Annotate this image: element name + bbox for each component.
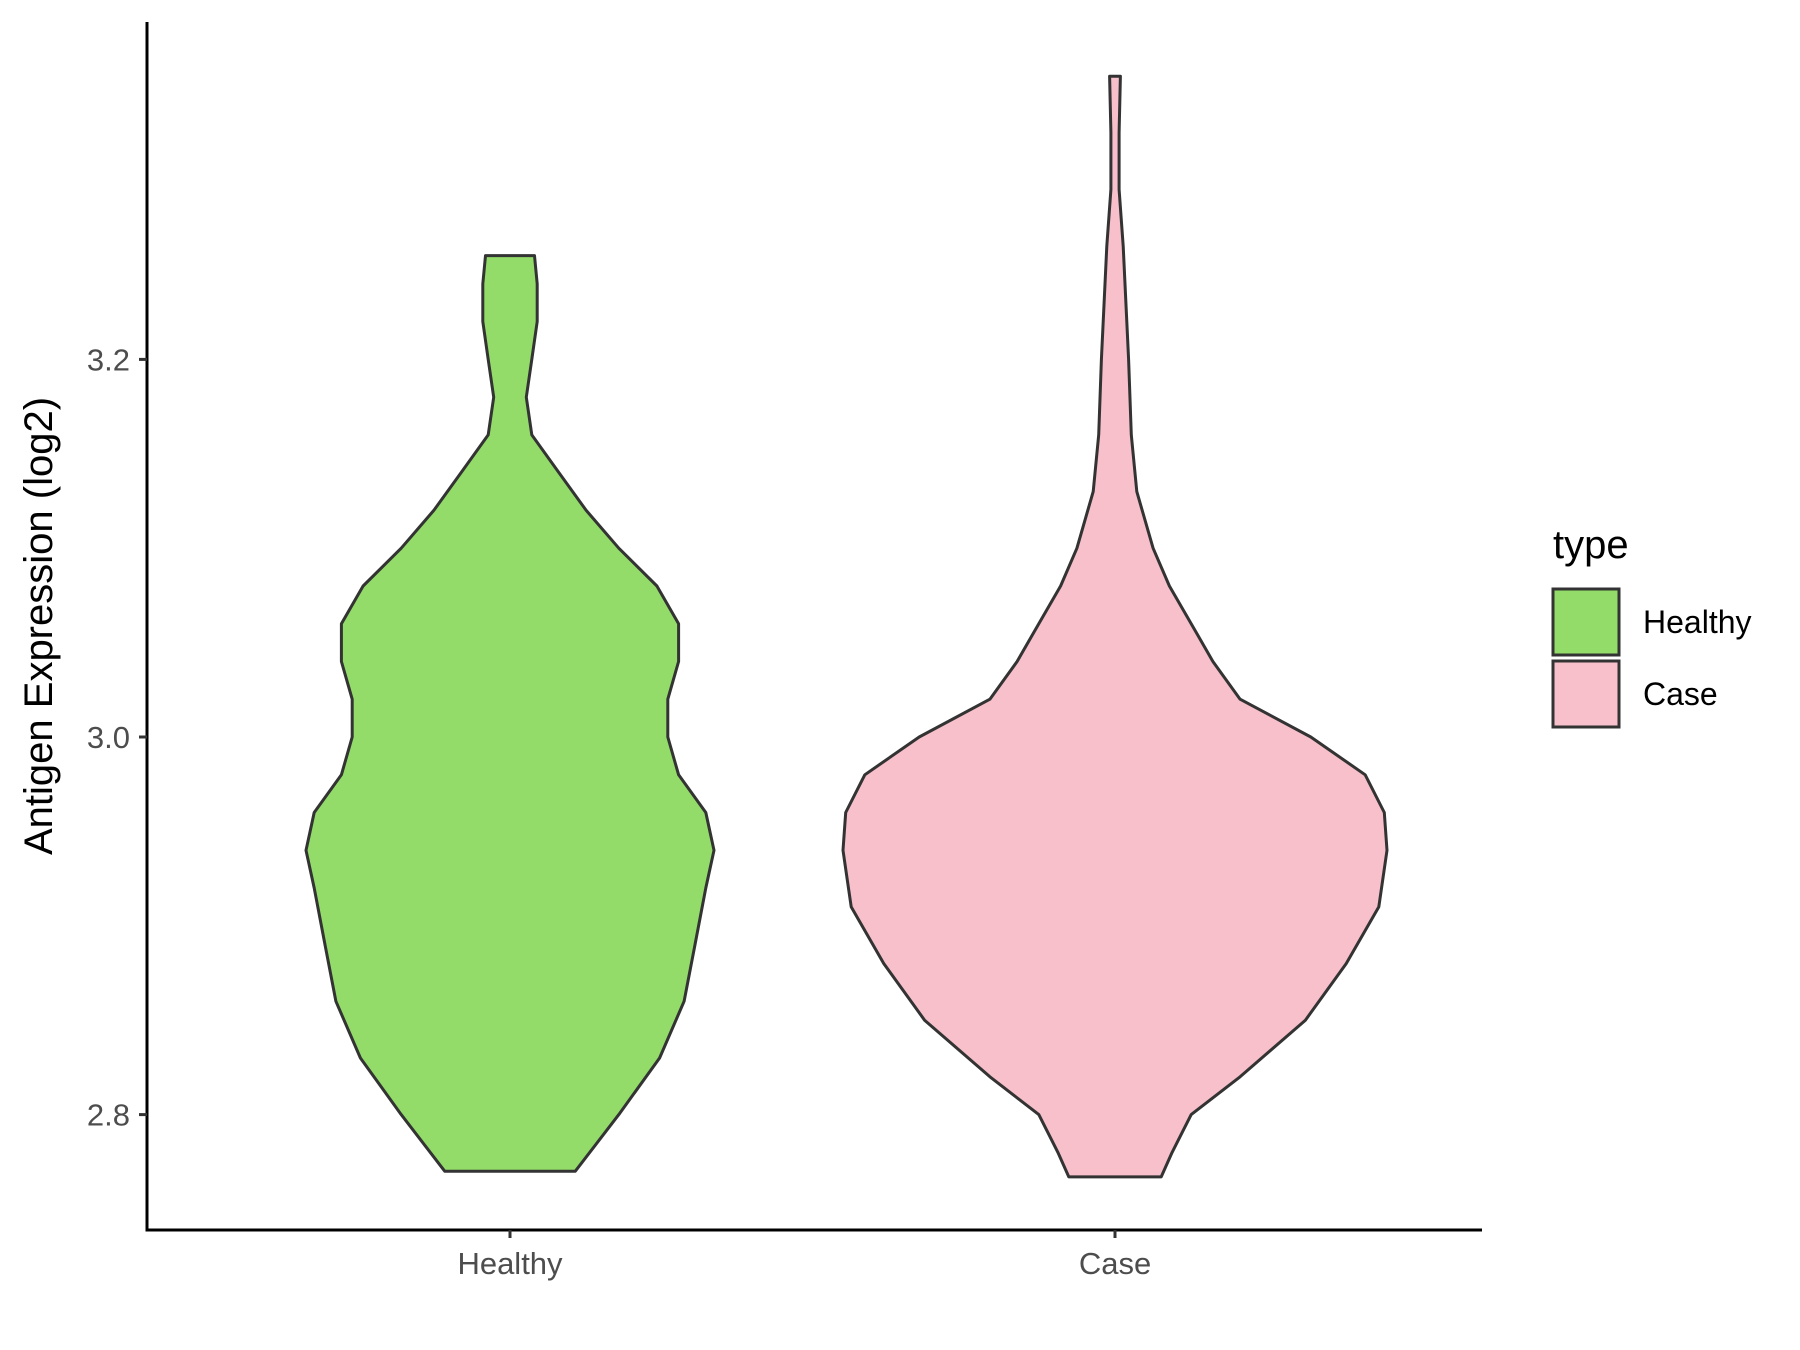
- violin-healthy: [304, 254, 716, 1173]
- y-axis-title: Antigen Expression (log2): [17, 397, 61, 855]
- y-tick-label: 3.0: [87, 720, 130, 755]
- y-axis-ticks: 2.8 3.0 3.2: [87, 342, 147, 1133]
- y-tick-label: 2.8: [87, 1098, 130, 1133]
- y-tick-label: 3.2: [87, 342, 130, 377]
- x-tick-label-healthy: Healthy: [457, 1246, 563, 1281]
- x-tick-label-case: Case: [1079, 1246, 1151, 1281]
- violin-case: [841, 74, 1389, 1179]
- legend: type Healthy Case: [1551, 523, 1752, 729]
- x-axis-ticks: Healthy Case: [457, 1230, 1151, 1281]
- legend-key-healthy: [1551, 587, 1621, 657]
- legend-title: type: [1553, 523, 1629, 567]
- legend-label-case: Case: [1643, 676, 1718, 712]
- legend-key-case: [1551, 659, 1621, 729]
- legend-label-healthy: Healthy: [1643, 604, 1752, 640]
- violin-layer: [304, 74, 1389, 1179]
